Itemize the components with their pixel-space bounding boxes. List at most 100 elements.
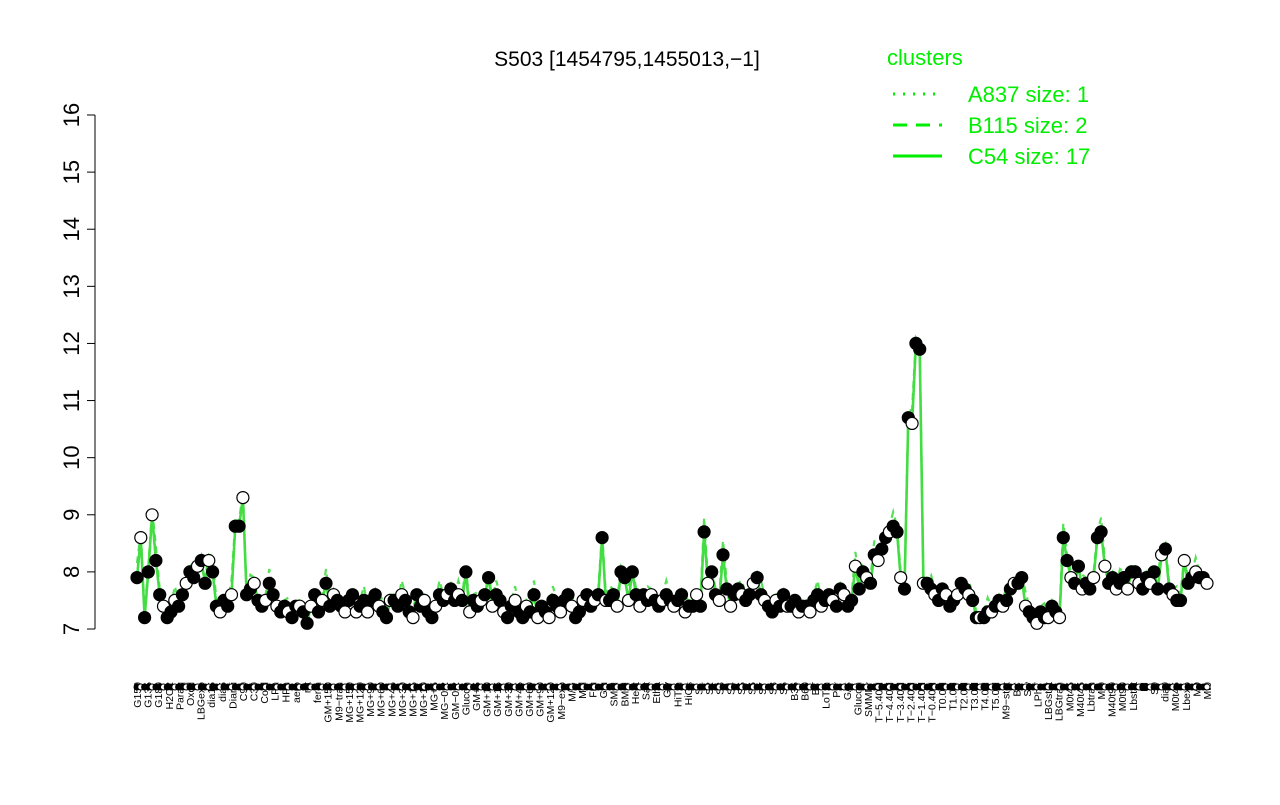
data-point	[138, 610, 152, 625]
data-point	[459, 565, 473, 579]
data-point	[406, 610, 420, 625]
data-point	[345, 588, 360, 602]
x-tick-label: MG+10	[418, 682, 430, 717]
data-point	[999, 593, 1014, 608]
data-point	[894, 570, 908, 585]
x-tick-label: MG+45	[386, 682, 398, 717]
data-point	[1094, 525, 1108, 539]
data-point	[224, 588, 239, 602]
x-tick-label: M9−exp	[556, 682, 568, 720]
data-point	[425, 610, 439, 625]
x-tick-label: M40t90	[1107, 682, 1119, 717]
data-point	[1147, 565, 1161, 579]
data-point	[134, 530, 148, 545]
y-tick-label: 13	[59, 274, 84, 298]
data-point	[1151, 582, 1165, 596]
x-tick-label: GM+15	[492, 682, 504, 717]
x-tick-label: GM+30	[503, 682, 515, 717]
data-point	[187, 570, 201, 585]
data-point	[693, 599, 708, 613]
legend-label: A837 size: 1	[968, 82, 1089, 107]
data-point	[141, 565, 155, 579]
y-tick-label: 14	[59, 217, 84, 241]
x-tick-label: T−0.40H	[927, 682, 939, 723]
rug-marker	[1203, 683, 1211, 691]
data-point	[202, 553, 216, 568]
data-point	[478, 588, 492, 602]
data-point	[130, 570, 144, 585]
x-tick-label: GM+90	[535, 682, 547, 717]
y-tick-label: 12	[59, 331, 84, 355]
data-point	[1098, 559, 1112, 573]
data-point	[172, 599, 186, 613]
data-point	[145, 508, 159, 522]
x-tick-label: GM+45	[513, 682, 525, 717]
data-point	[606, 588, 621, 602]
y-tick-label: 11	[59, 389, 84, 412]
y-tick-label: 15	[59, 160, 84, 184]
data-point	[1120, 582, 1135, 596]
y-axis: 7 8 9 10 11 12 13 14 15 16	[59, 103, 96, 635]
data-point	[262, 576, 276, 590]
data-point	[1128, 565, 1142, 579]
data-point	[625, 565, 639, 579]
x-tick-label: GM+150	[323, 682, 335, 723]
data-point	[829, 599, 844, 613]
data-point	[1071, 559, 1086, 573]
data-point	[697, 525, 711, 539]
data-point	[1052, 610, 1067, 625]
x-tick-label: T−2.40H	[905, 682, 917, 723]
data-point	[1083, 582, 1097, 596]
data-point	[508, 593, 522, 608]
data-point	[705, 565, 719, 579]
data-point	[712, 593, 726, 608]
x-tick-label: LBGtran	[1054, 682, 1066, 721]
data-point	[1173, 593, 1188, 608]
data-point	[572, 605, 587, 619]
data-point	[852, 582, 866, 596]
data-point	[723, 599, 738, 613]
data-point	[1015, 570, 1029, 585]
data-point	[610, 599, 624, 613]
data-point	[875, 542, 889, 556]
data-point	[871, 553, 885, 568]
data-point	[175, 588, 189, 602]
data-point	[149, 553, 163, 568]
data-point	[1177, 553, 1191, 568]
data-point	[500, 610, 515, 625]
x-tick-label: MG+15	[407, 682, 419, 717]
data-point	[674, 588, 689, 602]
x-tick-label: M40t45	[1075, 682, 1087, 717]
x-tick-label: T−4.40H	[884, 682, 896, 723]
plot-area	[130, 334, 1214, 630]
x-tick-label: GM−0.2	[450, 682, 462, 720]
data-point	[417, 593, 431, 608]
data-point	[285, 610, 299, 625]
x-tick-label: MG+150	[344, 682, 356, 723]
data-point	[553, 605, 568, 619]
x-tick-label: MG+120	[354, 682, 366, 723]
y-tick-label: 10	[59, 445, 84, 469]
x-tick-label: M9−tran	[333, 682, 345, 721]
data-point	[398, 593, 412, 608]
legend-label: C54 size: 17	[968, 144, 1090, 169]
legend-label: B115 size: 2	[968, 113, 1087, 138]
data-point	[368, 588, 382, 602]
data-point	[493, 593, 507, 608]
x-tick-label: LBGexp	[196, 682, 208, 720]
y-tick-label: 7	[59, 623, 84, 635]
x-tick-label: T−1.40H	[916, 682, 928, 723]
data-point	[965, 593, 980, 608]
data-point	[311, 605, 326, 619]
data-point	[527, 588, 541, 602]
data-point	[247, 576, 261, 590]
data-point	[1060, 553, 1074, 568]
data-point	[742, 588, 757, 602]
data-point	[776, 588, 791, 602]
data-point	[1200, 576, 1214, 590]
data-point	[844, 593, 859, 608]
data-point	[206, 565, 220, 579]
data-point	[716, 548, 730, 562]
